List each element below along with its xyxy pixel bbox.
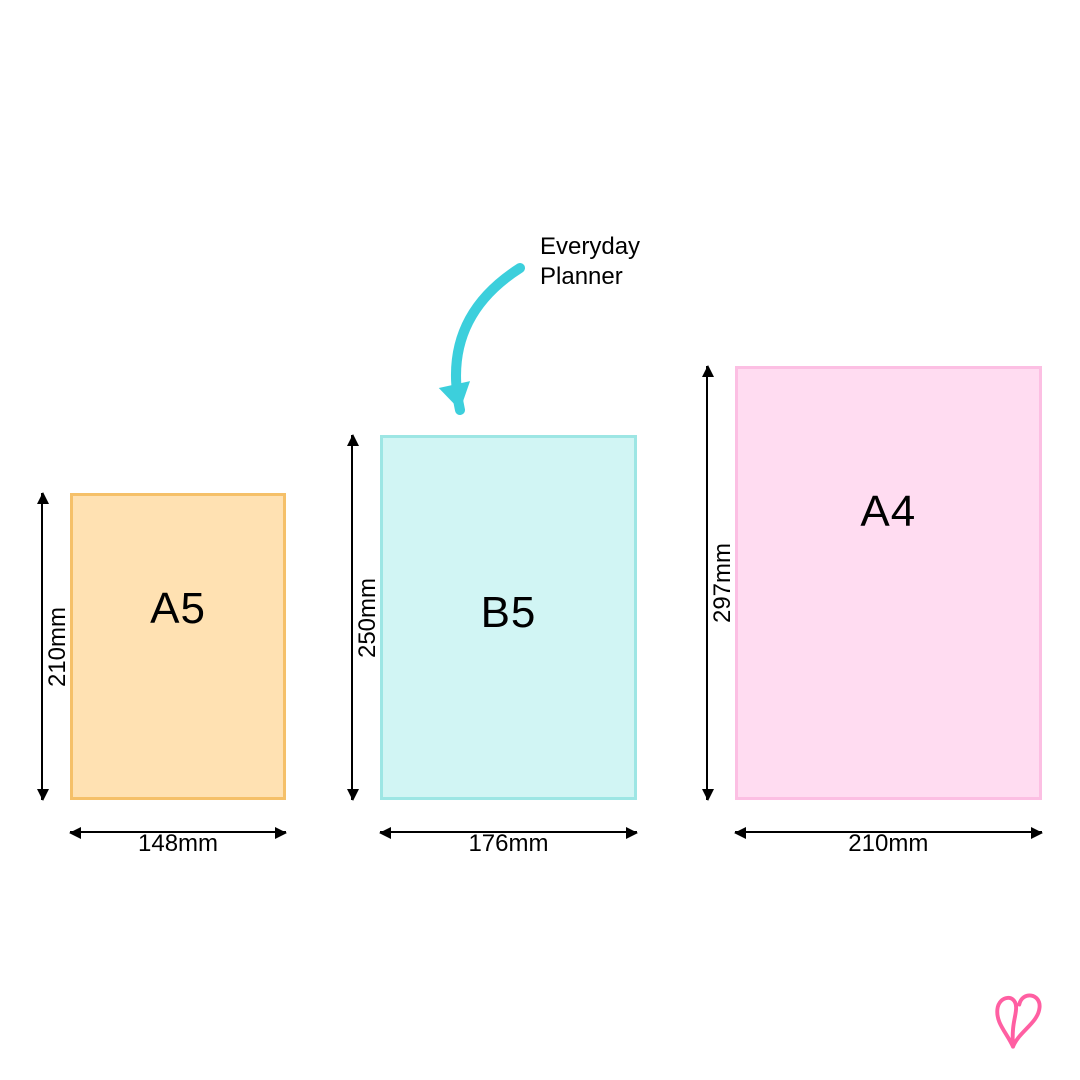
paper-a5: A5 — [70, 493, 286, 800]
paper-b5-label: B5 — [481, 588, 537, 638]
dimension-height-b5: 250mm — [342, 435, 362, 800]
paper-a5-label: A5 — [150, 584, 206, 634]
paper-b5: B5 — [380, 435, 637, 800]
callout-line-1: Everyday — [540, 232, 640, 262]
paper-size-diagram: A5 210mm 148mm B5 250mm 176mm A4 297mm 2… — [0, 0, 1080, 1080]
dimension-height-b5-text: 250mm — [354, 577, 382, 657]
callout-line-2: Planner — [540, 262, 640, 292]
brand-logo-icon — [974, 978, 1052, 1056]
dimension-width-a4: 210mm — [735, 822, 1042, 842]
dimension-width-b5-text: 176mm — [380, 830, 637, 858]
paper-a4: A4 — [735, 366, 1042, 800]
dimension-width-a4-text: 210mm — [735, 830, 1042, 858]
dimension-width-b5: 176mm — [380, 822, 637, 842]
dimension-width-a5-text: 148mm — [70, 830, 286, 858]
dimension-height-a5: 210mm — [32, 493, 52, 800]
callout-everyday-planner: Everyday Planner — [540, 232, 640, 292]
dimension-height-a5-text: 210mm — [44, 607, 72, 687]
dimension-width-a5: 148mm — [70, 822, 286, 842]
paper-a4-label: A4 — [860, 487, 916, 537]
dimension-height-a4-text: 297mm — [709, 543, 737, 623]
dimension-height-a4: 297mm — [697, 366, 717, 800]
